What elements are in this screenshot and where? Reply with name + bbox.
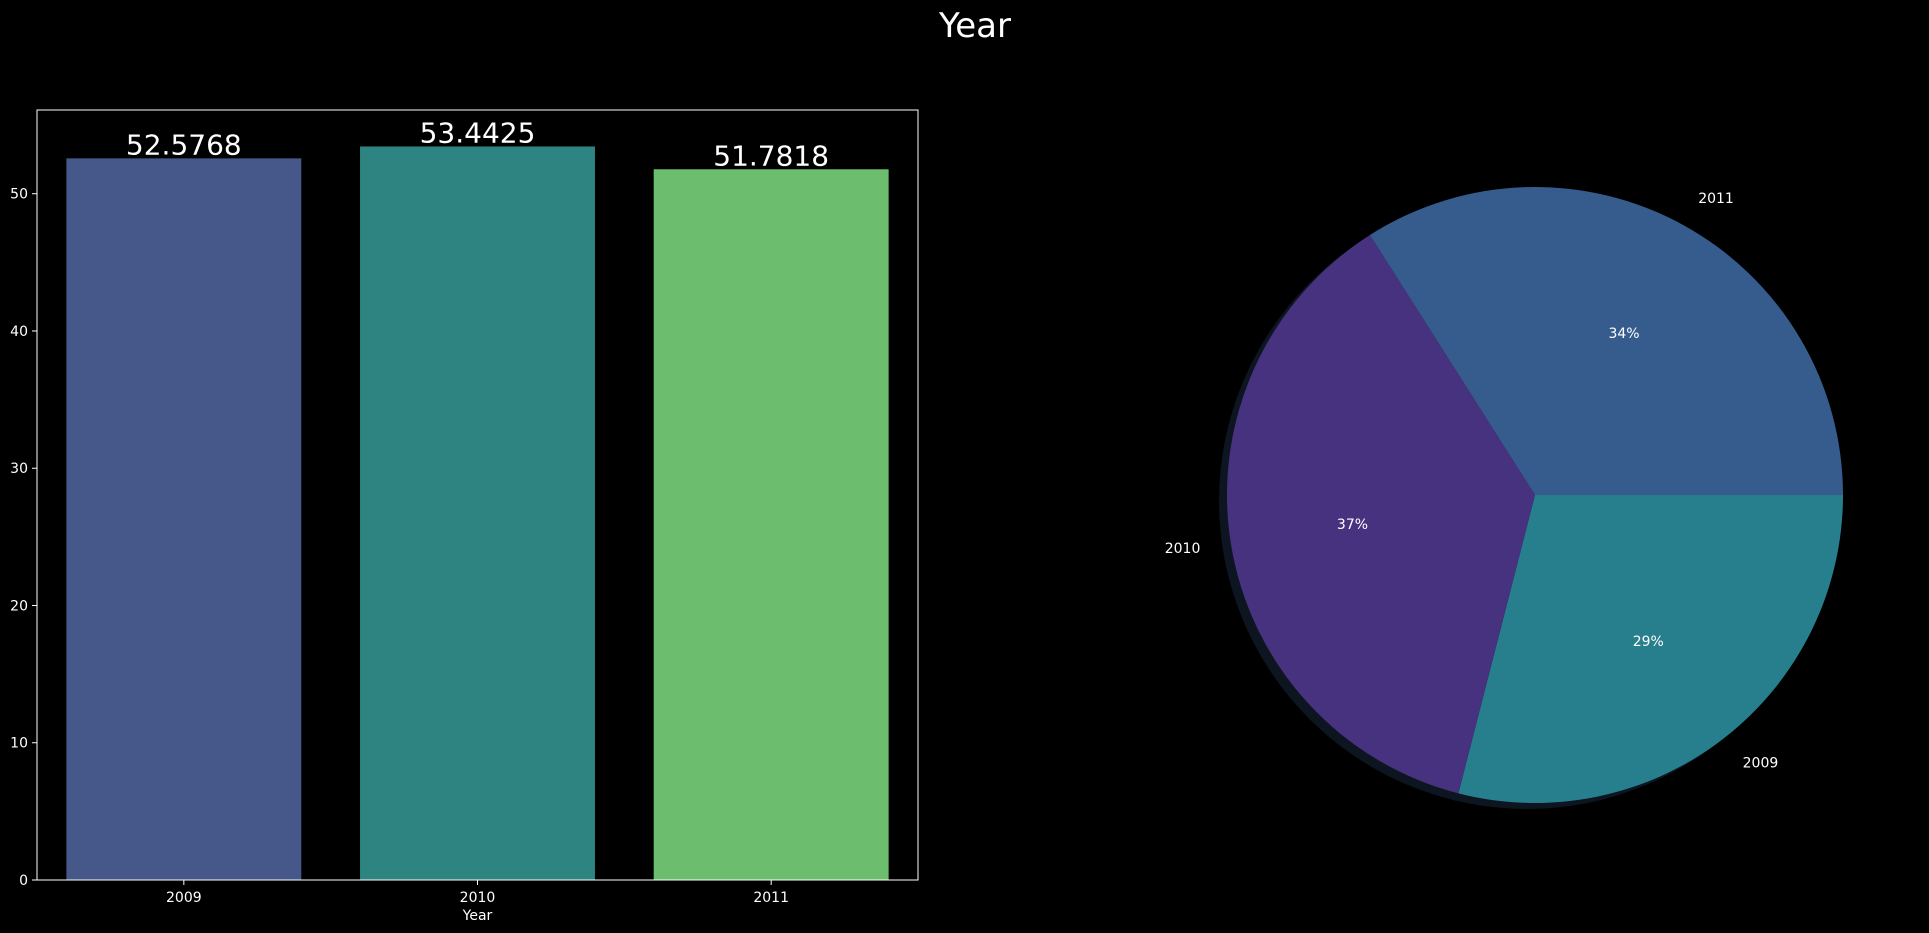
- bar-2011: [653, 169, 889, 880]
- x-axis-label: Year: [462, 908, 493, 924]
- y-tick-label: 50: [10, 187, 28, 203]
- y-tick-label: 10: [10, 736, 28, 752]
- x-tick-label: 2010: [460, 890, 496, 906]
- x-tick-label: 2011: [753, 890, 789, 906]
- bar-2009: [66, 158, 302, 880]
- y-tick-label: 30: [10, 461, 28, 477]
- bar-chart: 52.5768 2009 53.4425 2010 51.7818 2011 0 10 20 30…: [10, 109, 919, 924]
- y-tick-label: 0: [19, 873, 28, 889]
- figure-title: Year: [938, 6, 1011, 46]
- pie-pct-label: 37%: [1337, 517, 1368, 533]
- bar-value-label: 52.5768: [126, 128, 242, 161]
- pie-slice-2009: [1458, 495, 1843, 804]
- pie-slice-label: 2011: [1698, 191, 1734, 207]
- bar-2010: [360, 146, 595, 881]
- pie-slice-2010: [1227, 234, 1535, 794]
- pie-slice-label: 2010: [1165, 541, 1201, 557]
- bar-value-label: 53.4425: [420, 116, 536, 149]
- pie-slice-2011: [1369, 186, 1843, 495]
- x-tick-label: 2009: [166, 890, 202, 906]
- y-tick-label: 20: [10, 598, 28, 614]
- pie-chart: 2009 29% 2010 37% 2011 34%: [1165, 186, 1843, 809]
- pie-pct-label: 29%: [1633, 634, 1664, 650]
- pie-pct-label: 34%: [1608, 326, 1639, 342]
- bar-axes-frame: [36, 109, 919, 881]
- y-tick-label: 40: [10, 324, 28, 340]
- pie-slice-label: 2009: [1743, 756, 1779, 772]
- bar-value-label: 51.7818: [713, 139, 829, 172]
